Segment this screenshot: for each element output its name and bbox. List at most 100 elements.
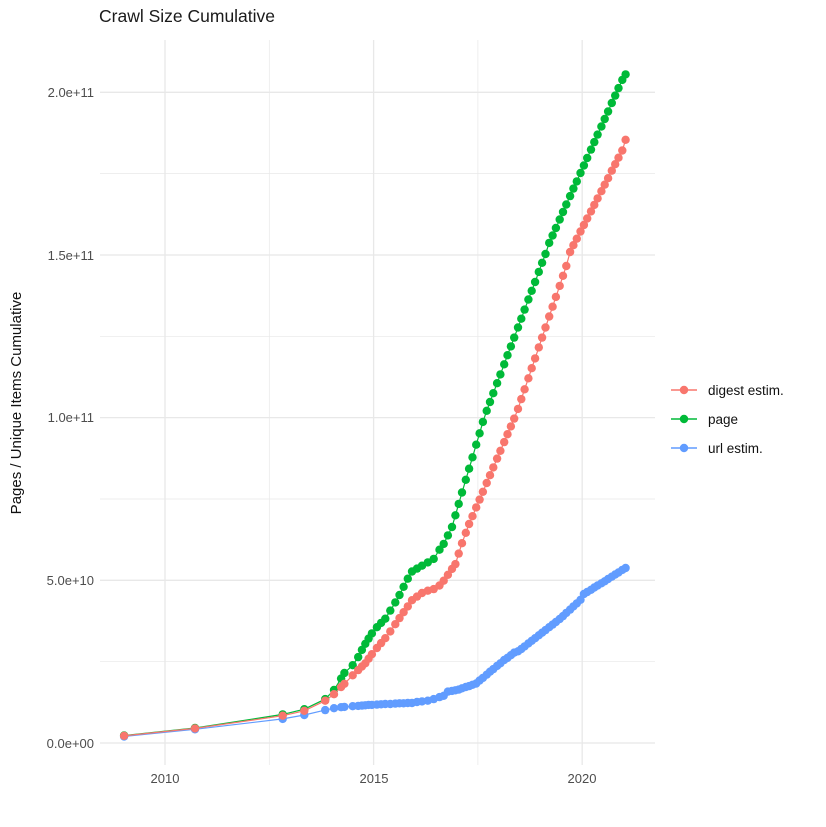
data-point	[461, 528, 470, 537]
data-point	[354, 652, 363, 662]
data-point	[586, 145, 596, 154]
data-point	[478, 417, 488, 427]
data-point	[520, 305, 529, 314]
data-point	[399, 608, 408, 617]
data-point	[583, 153, 592, 163]
data-point	[443, 570, 453, 579]
data-point	[386, 627, 395, 636]
gridlines	[100, 40, 655, 765]
data-point	[562, 261, 571, 271]
data-point	[475, 495, 484, 504]
data-point	[454, 499, 463, 509]
data-point	[489, 463, 498, 472]
data-point	[590, 137, 599, 147]
data-point	[457, 488, 467, 497]
data-point	[478, 487, 488, 496]
data-point	[597, 187, 606, 196]
data-point	[439, 576, 448, 585]
data-point	[403, 602, 412, 611]
data-point	[492, 379, 502, 388]
data-point	[472, 440, 481, 449]
data-point	[545, 312, 554, 321]
data-point	[329, 690, 339, 699]
legend-key-line-dot-icon	[671, 414, 697, 424]
data-point	[583, 214, 592, 223]
data-point	[593, 194, 602, 203]
data-point	[534, 343, 543, 352]
data-point	[603, 107, 613, 116]
data-point	[492, 454, 502, 463]
data-point	[506, 422, 516, 431]
data-point	[489, 389, 498, 398]
data-point	[472, 503, 481, 512]
data-point	[367, 629, 377, 638]
x-tick-label: 2020	[567, 771, 597, 786]
data-point	[551, 223, 561, 233]
data-point	[386, 606, 395, 615]
data-point	[618, 146, 627, 155]
data-point	[340, 668, 349, 678]
chart-title: Crawl Size Cumulative	[99, 6, 276, 26]
data-point	[340, 679, 349, 688]
data-point	[482, 478, 491, 488]
data-point	[439, 539, 448, 549]
data-point	[429, 554, 438, 564]
data-point	[590, 200, 599, 210]
data-point	[500, 360, 509, 369]
data-point	[496, 446, 505, 455]
data-point	[500, 437, 509, 447]
data-point	[579, 161, 589, 170]
data-point	[524, 295, 533, 304]
data-point	[119, 731, 129, 740]
data-point	[562, 200, 571, 209]
data-point	[545, 238, 554, 248]
legend: digest estim. page url estim.	[670, 380, 784, 458]
data-point	[614, 153, 623, 162]
data-point	[391, 620, 400, 629]
data-point	[607, 166, 616, 175]
x-tick-label: 2010	[150, 771, 180, 786]
data-point	[621, 563, 630, 573]
data-point	[510, 333, 519, 342]
data-point	[537, 258, 547, 267]
data-point	[600, 180, 609, 189]
data-point	[611, 160, 620, 169]
data-point	[278, 711, 287, 720]
data-point	[537, 333, 547, 342]
data-point	[357, 645, 367, 655]
data-point	[614, 83, 623, 93]
data-point	[503, 430, 512, 439]
y-tick-label: 5.0e+10	[46, 573, 94, 588]
data-point	[586, 207, 596, 216]
data-point	[482, 406, 491, 415]
data-point	[190, 724, 200, 733]
data-point	[321, 696, 330, 705]
data-point	[524, 374, 533, 383]
y-tick-label: 2.0e+11	[47, 85, 94, 100]
legend-key-line-dot-icon	[671, 443, 697, 453]
data-point	[468, 512, 477, 521]
data-point	[454, 549, 463, 558]
data-point	[541, 323, 550, 332]
data-point	[329, 704, 339, 713]
data-point	[607, 98, 616, 108]
legend-key-line-dot-icon	[671, 385, 697, 395]
data-point	[576, 168, 585, 178]
data-point	[520, 385, 529, 394]
data-point	[443, 531, 453, 540]
data-point	[541, 249, 550, 259]
data-point	[457, 539, 467, 548]
data-point	[485, 397, 495, 407]
data-point	[621, 70, 630, 79]
data-point	[579, 220, 589, 230]
series-page	[119, 70, 630, 740]
data-point	[534, 267, 543, 277]
data-point	[593, 130, 602, 139]
y-tick-label: 0.0e+00	[46, 736, 94, 751]
legend-item-url-estim: url estim.	[670, 438, 784, 458]
data-point	[399, 582, 408, 591]
data-point	[464, 519, 474, 529]
data-point	[506, 342, 516, 351]
legend-label: page	[708, 411, 739, 427]
